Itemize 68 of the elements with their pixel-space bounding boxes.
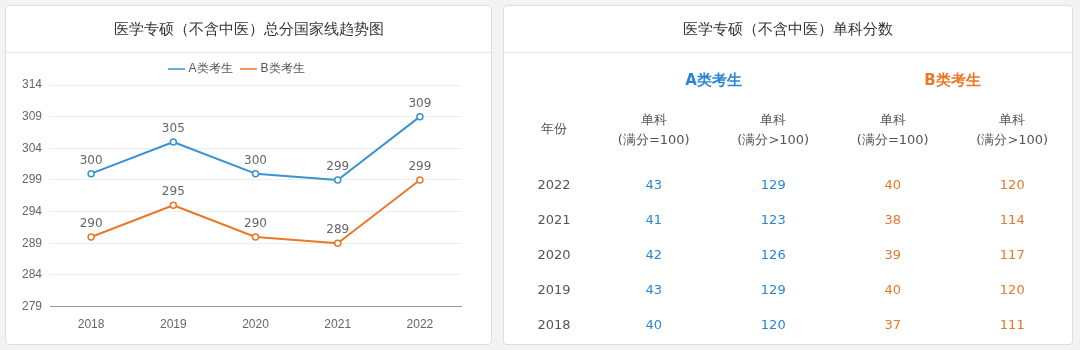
y-tick-label: 2021 xyxy=(537,212,571,228)
data-label: 300 xyxy=(79,152,103,167)
point xyxy=(416,176,424,184)
data-label: 290 xyxy=(79,216,103,231)
point xyxy=(87,169,95,178)
y-tick-label: 289 xyxy=(21,235,43,250)
data-label: 111 xyxy=(999,317,1025,333)
chart-title: 医学专硕（不含中医）总分国家线趋势图 xyxy=(6,6,491,53)
y-tick-label: 309 xyxy=(21,108,43,123)
data-label: 40 xyxy=(884,177,902,193)
x-tick-label: 2021 xyxy=(324,317,352,332)
data-label: 42 xyxy=(645,247,663,263)
data-label: 290 xyxy=(244,216,267,231)
point xyxy=(169,201,178,210)
data-label: 41 xyxy=(645,212,663,228)
y-tick-label: 284 xyxy=(21,267,43,282)
data-label: 309 xyxy=(408,95,432,110)
data-label: 305 xyxy=(161,121,185,136)
data-label: 129 xyxy=(760,282,786,298)
legend-label: B类考生 xyxy=(260,61,305,76)
x-tick-label: 2018 xyxy=(77,317,105,332)
point xyxy=(169,138,178,146)
data-label: 43 xyxy=(645,282,663,298)
x-tick-label: 2020 xyxy=(242,317,270,332)
text: B类考生 xyxy=(924,70,981,89)
x-tick-label: 单科(满分=100) xyxy=(856,112,929,148)
y-tick-label: 294 xyxy=(21,203,43,218)
data-label: 114 xyxy=(999,212,1025,228)
y-tick-label: 2022 xyxy=(537,177,571,193)
point xyxy=(333,176,342,184)
data-label: 120 xyxy=(999,282,1025,298)
data-label: 120 xyxy=(999,177,1025,193)
point xyxy=(416,112,424,121)
chart-title: 医学专硕（不含中医）单科分数 xyxy=(504,6,1072,53)
data-label: 40 xyxy=(884,282,902,298)
y-tick-label: 2019 xyxy=(537,282,571,298)
data-label: 117 xyxy=(999,247,1025,263)
data-label: 37 xyxy=(884,317,902,333)
data-label: 43 xyxy=(645,177,663,193)
y-tick-label: 299 xyxy=(21,172,43,187)
x-tick-label: 单科(满分=100) xyxy=(617,112,690,148)
data-label: 123 xyxy=(760,212,786,228)
data-label: 40 xyxy=(645,317,663,333)
x-tick-label: 单科(满分>100) xyxy=(976,112,1049,148)
data-label: 295 xyxy=(161,184,185,199)
point xyxy=(251,233,260,241)
y-tick-label: 279 xyxy=(21,298,43,313)
x-tick-label: 单科(满分>100) xyxy=(737,112,810,148)
data-label: 120 xyxy=(760,317,786,333)
y-axis-title: 年份 xyxy=(541,121,567,137)
text: A类考生 xyxy=(685,70,742,89)
legend-label: A类考生 xyxy=(188,61,233,76)
data-label: 39 xyxy=(884,247,902,263)
data-label: 300 xyxy=(244,152,267,167)
data-label: 126 xyxy=(760,247,786,263)
point xyxy=(87,233,95,241)
x-tick-label: 2019 xyxy=(159,317,187,332)
x-tick-label: 2022 xyxy=(406,317,434,332)
point xyxy=(333,239,342,248)
data-label: 129 xyxy=(760,177,786,193)
y-tick-label: 314 xyxy=(21,77,43,92)
y-tick-label: 304 xyxy=(21,140,43,155)
point xyxy=(251,169,260,178)
data-label: 299 xyxy=(326,159,350,174)
y-tick-label: 2020 xyxy=(537,247,571,263)
data-label: 299 xyxy=(408,159,432,174)
data-label: 289 xyxy=(326,222,350,237)
data-label: 38 xyxy=(884,212,902,228)
